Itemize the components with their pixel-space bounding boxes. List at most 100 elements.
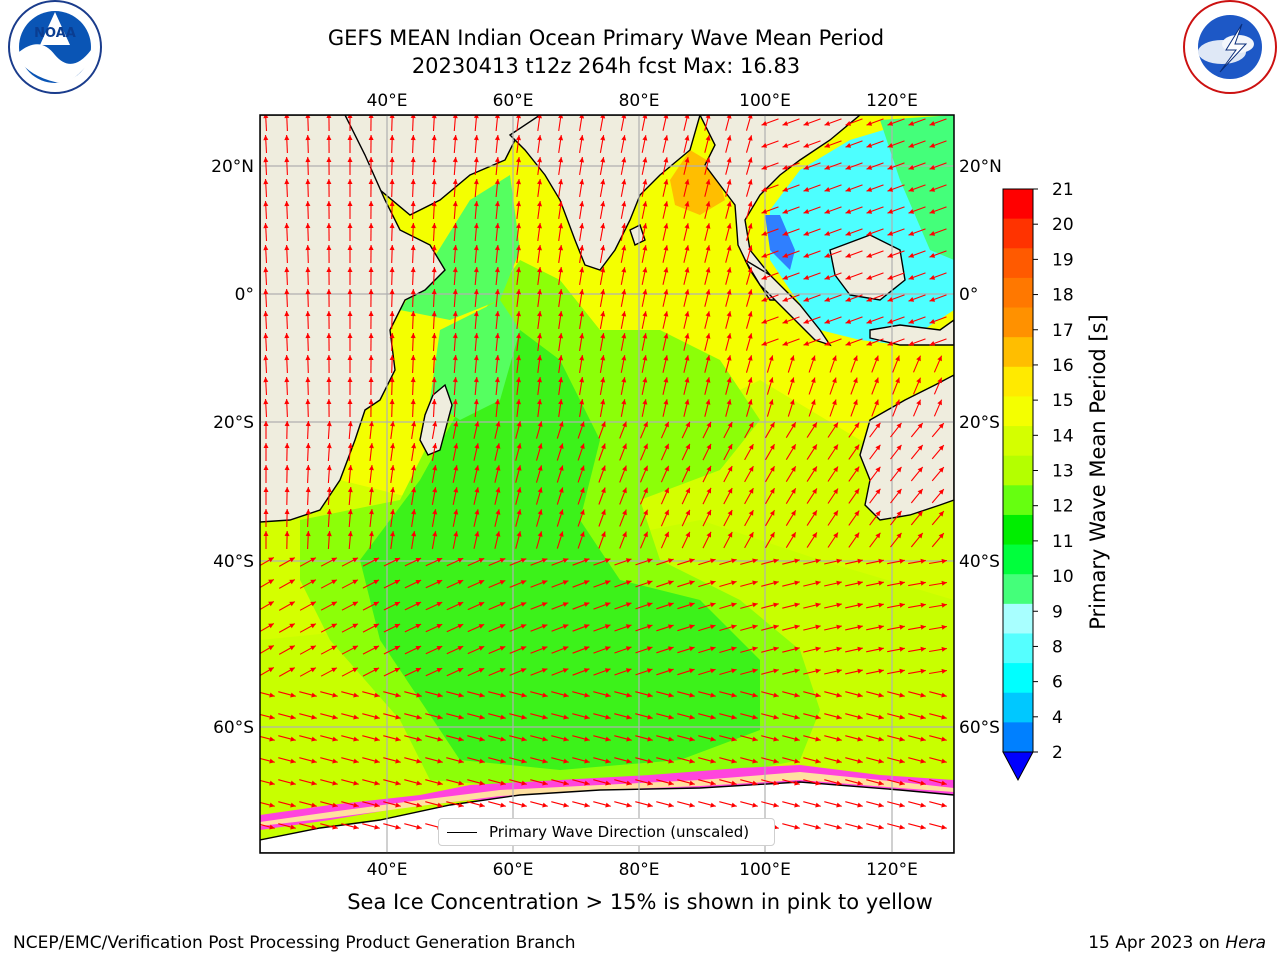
wave-arrow-head (562, 646, 569, 651)
wave-arrow-head (332, 824, 338, 830)
wave-arrow-head (621, 201, 627, 207)
wave-arrow-head (625, 668, 632, 673)
wave-arrow-head (917, 445, 923, 451)
lat-tick-left: 20°S (213, 413, 254, 433)
wave-arrow-head (411, 509, 417, 515)
wave-arrow-head (289, 645, 295, 651)
wave-arrow-head (331, 557, 337, 563)
wave-arrow-head (857, 558, 863, 564)
wave-arrow-head (668, 602, 674, 608)
colorbar-tick-label: 13 (1052, 462, 1074, 482)
colorbar-segment (1003, 603, 1033, 634)
lat-tick-left: 40°S (213, 552, 254, 572)
wave-arrow-head (431, 311, 437, 317)
wave-arrow-head (938, 423, 944, 429)
wave-arrow-head (689, 558, 695, 564)
wave-arrow-head (353, 780, 359, 786)
wave-arrow-head (794, 780, 800, 786)
wave-arrow-head (562, 580, 569, 585)
wave-arrow-head (908, 275, 915, 280)
wave-arrow-head (494, 201, 500, 207)
wave-arrow-head (747, 399, 753, 405)
wave-arrow-head (411, 465, 417, 471)
wave-arrow-head (668, 802, 674, 808)
wave-arrow-head (347, 377, 353, 382)
wave-arrow-head (622, 531, 627, 538)
wave-arrow-head (899, 780, 905, 786)
wave-arrow-head (625, 624, 632, 629)
wave-arrow-head (685, 531, 690, 538)
wave-arrow-head (621, 245, 627, 251)
wave-arrow-head (284, 487, 290, 493)
wave-arrow-head (833, 444, 838, 451)
wave-arrow-head (647, 646, 653, 652)
wave-arrow-head (432, 443, 438, 449)
wave-arrow-head (558, 311, 564, 317)
wave-arrow-head (896, 444, 902, 451)
wave-arrow-head (452, 289, 458, 295)
wave-arrow-head (311, 692, 317, 698)
wave-arrow-head (908, 297, 915, 302)
wave-arrow-head (452, 135, 458, 141)
wave-arrow-head (410, 267, 416, 273)
wave-arrow-head (668, 558, 674, 564)
wave-arrow-head (563, 758, 569, 764)
wave-arrow-head (263, 135, 269, 141)
wave-arrow-head (875, 444, 881, 451)
wave-arrow-head (824, 165, 831, 170)
wave-arrow-head (368, 179, 374, 184)
wave-arrow-head (782, 143, 789, 148)
wave-arrow-head (854, 466, 860, 473)
wave-arrow-head (415, 646, 422, 651)
wave-arrow-head (642, 223, 648, 229)
wave-arrow-head (457, 646, 464, 651)
wave-arrow-head (389, 201, 395, 207)
wave-arrow-head (626, 714, 632, 720)
wave-arrow-head (394, 668, 401, 673)
wave-arrow-head (747, 311, 753, 317)
wave-arrow-head (416, 780, 422, 786)
wave-arrow-head (937, 377, 942, 384)
colorbar-segment (1003, 722, 1033, 753)
wave-arrow-head (929, 253, 936, 258)
wave-arrow-head (332, 758, 338, 764)
wave-arrow-head (474, 465, 480, 471)
wave-arrow-head (542, 714, 548, 720)
wave-arrow-head (929, 231, 936, 236)
wave-arrow-head (268, 579, 274, 585)
wave-arrow-head (579, 487, 585, 493)
wave-arrow-head (473, 179, 479, 185)
wave-arrow-head (263, 399, 269, 405)
lat-tick-right: 20°S (959, 413, 1000, 433)
wave-arrow-head (584, 758, 590, 764)
colorbar-segment (1003, 426, 1033, 457)
wave-arrow-head (541, 558, 548, 563)
wave-arrow-head (836, 802, 842, 808)
wave-arrow-head (452, 311, 458, 317)
wave-arrow-head (761, 253, 768, 258)
wave-arrow-head (941, 602, 947, 608)
wave-arrow-head (815, 824, 821, 830)
wave-arrow-head (579, 311, 585, 317)
wave-arrow-head (887, 275, 894, 280)
wave-arrow-head (583, 624, 590, 629)
wave-arrow-head (761, 297, 768, 302)
lon-tick-top: 60°E (493, 91, 534, 111)
wave-arrow-head (929, 121, 936, 126)
wave-arrow-head (432, 421, 438, 427)
wave-arrow-head (705, 355, 711, 361)
wave-arrow-head (878, 736, 884, 742)
wave-arrow-head (415, 558, 422, 563)
wave-arrow-head (857, 646, 863, 652)
wave-arrow-head (579, 531, 585, 537)
colorbar-segment (1003, 455, 1033, 486)
wave-arrow-head (457, 558, 464, 563)
wave-arrow-head (269, 736, 275, 742)
wave-arrow-head (284, 465, 290, 471)
wave-arrow-head (473, 377, 479, 383)
wave-arrow-head (857, 736, 863, 742)
wave-arrow-head (479, 736, 485, 742)
wave-arrow-head (347, 223, 353, 228)
wave-arrow-head (305, 135, 311, 141)
wave-arrow-head (353, 802, 359, 808)
